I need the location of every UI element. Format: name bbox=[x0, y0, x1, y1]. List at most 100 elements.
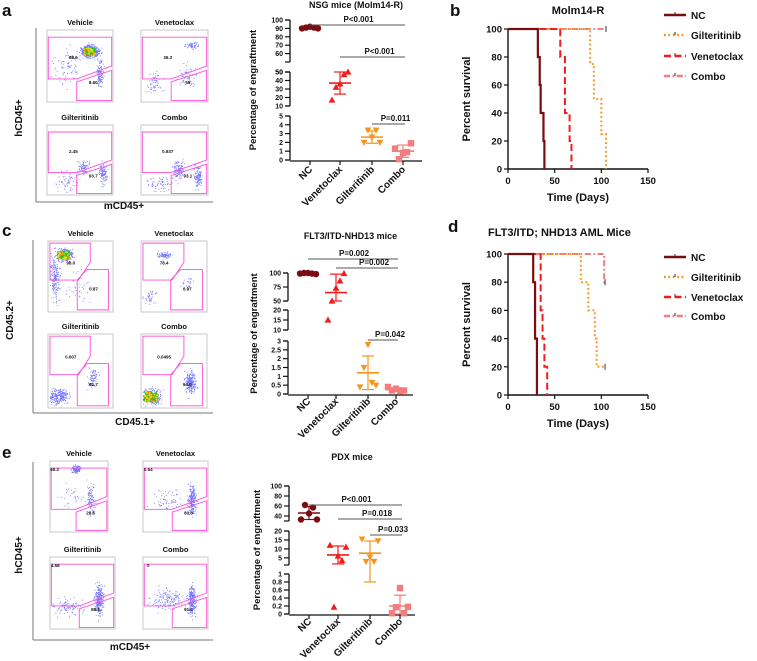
flow-plot-title: Venetoclax bbox=[155, 18, 195, 27]
flow-density-dot bbox=[153, 400, 156, 402]
flow-density-dot bbox=[88, 52, 90, 55]
data-point-square bbox=[392, 604, 400, 611]
series-nc bbox=[298, 23, 322, 32]
flow-y-label: hCD45+ bbox=[14, 99, 25, 137]
flow-gate-percent: 28.6 bbox=[86, 510, 95, 515]
flow-density-dot bbox=[64, 256, 67, 259]
series-gilteritinib bbox=[360, 127, 384, 146]
y-axis-label: Percentage of engraftment bbox=[249, 272, 260, 393]
survival-curve-venetoclax bbox=[508, 28, 573, 169]
x-tick-label: 0 bbox=[505, 402, 510, 413]
flow-gate bbox=[143, 467, 208, 510]
y-tick-label: 50 bbox=[275, 70, 283, 77]
data-point-triangle bbox=[362, 558, 370, 566]
data-point-triangle bbox=[340, 70, 348, 78]
flow-plot-venetoclax: Venetoclax 0.54 80.8 bbox=[142, 449, 209, 533]
y-tick-label: 60 bbox=[491, 81, 502, 92]
flow-density-dot bbox=[65, 254, 68, 256]
data-point-triangle bbox=[340, 269, 348, 277]
flow-density-dot bbox=[93, 47, 96, 49]
data-point-triangle bbox=[360, 364, 368, 372]
flow-gate bbox=[76, 363, 109, 407]
y-axis-label: Percent survival bbox=[461, 282, 473, 367]
flow-density-dot bbox=[62, 250, 65, 253]
flow-gate-percent: 98.0 bbox=[66, 260, 75, 265]
flow-events bbox=[147, 582, 199, 621]
y-tick-label: 0 bbox=[497, 391, 502, 402]
data-point-triangle bbox=[342, 543, 350, 550]
survival-curve-nc bbox=[508, 27, 546, 169]
data-point-square bbox=[391, 145, 399, 152]
chart-title: NSG mice (Molm14-R) bbox=[309, 0, 403, 10]
legend-label-nc: NC bbox=[691, 253, 705, 264]
data-point-triangle bbox=[376, 139, 384, 146]
y-tick-label: 1 bbox=[277, 374, 281, 381]
series-combo bbox=[391, 140, 415, 163]
flow-density-dot bbox=[146, 392, 148, 394]
survival-curve-gilteritinib bbox=[508, 253, 606, 368]
y-tick-label: 100 bbox=[271, 18, 283, 25]
y-tick-label: 1.5 bbox=[271, 365, 281, 372]
flow-density-dot bbox=[91, 50, 93, 53]
flow-plot-title: Combo bbox=[161, 322, 187, 331]
flow-density-dot bbox=[90, 48, 92, 50]
flow-events bbox=[55, 160, 109, 193]
x-category-label: Combo bbox=[369, 396, 401, 428]
flow-plot-frame bbox=[140, 29, 209, 103]
flow-gate-percent: 93.7 bbox=[89, 174, 98, 179]
flow-panel-e: hCD45+ mCD45+ Vehicle 60.2 28.6 Venetoclax 0.5… bbox=[14, 449, 213, 653]
flow-density-dot bbox=[66, 252, 68, 255]
legend-label-gilteritinib: Gilteritinib bbox=[691, 31, 741, 42]
flow-gate-percent: 0.54 bbox=[144, 467, 153, 472]
data-point-triangle bbox=[364, 341, 372, 349]
flow-plot-title: Combo bbox=[162, 113, 188, 122]
p-value-label: P=0.011 bbox=[381, 114, 411, 123]
legend-label-combo: Combo bbox=[691, 72, 725, 83]
flow-density-dot bbox=[61, 255, 63, 258]
chart-title: PDX mice bbox=[331, 452, 373, 462]
flow-density-dot bbox=[57, 255, 60, 257]
flow-density-dot bbox=[94, 53, 96, 55]
flow-density-dot bbox=[84, 52, 87, 55]
flow-gate-percent: 2.45 bbox=[69, 149, 78, 154]
y-tick-label: 3 bbox=[279, 131, 283, 138]
flow-gate-percent: 0.937 bbox=[162, 149, 174, 154]
flow-events bbox=[146, 481, 198, 518]
flow-y-label: CD45.2+ bbox=[5, 300, 16, 340]
flow-y-label: hCD45+ bbox=[14, 536, 25, 574]
y-axis-label: Percent survival bbox=[461, 57, 473, 142]
data-point-square bbox=[395, 155, 403, 163]
data-point-square bbox=[388, 610, 396, 617]
series-gilteritinib bbox=[356, 341, 380, 391]
y-tick-label: 5 bbox=[279, 114, 283, 121]
flow-gate bbox=[75, 500, 108, 532]
flow-plot-frame bbox=[142, 460, 209, 533]
flow-plot-frame bbox=[49, 556, 116, 630]
chart-title: Molm14-R bbox=[552, 5, 605, 17]
data-point-square bbox=[407, 140, 415, 147]
flow-gate bbox=[76, 163, 113, 195]
flow-gate-percent: 91.7 bbox=[89, 382, 98, 387]
flow-gate-percent: 0.97 bbox=[183, 287, 192, 292]
x-category-label: Combo bbox=[376, 164, 408, 196]
data-point-square bbox=[403, 148, 411, 156]
y-tick-label: 20 bbox=[491, 362, 502, 373]
y-tick-label: 0 bbox=[277, 392, 281, 399]
flow-gate bbox=[50, 467, 108, 510]
flow-events bbox=[49, 366, 100, 407]
data-point-triangle bbox=[358, 536, 366, 543]
flow-gate bbox=[49, 242, 91, 281]
x-category-label: NC bbox=[295, 396, 313, 414]
flow-density-dot bbox=[151, 399, 154, 402]
flow-gate-percent: 0.87 bbox=[89, 287, 98, 292]
chart-title: FLT3/ITD-NHD13 mice bbox=[304, 231, 397, 241]
p-value-label: P=0.042 bbox=[375, 330, 406, 339]
data-point-triangle bbox=[370, 558, 378, 566]
flow-gate-percent: 36.3 bbox=[163, 55, 172, 60]
y-tick-label: 0.2 bbox=[272, 604, 282, 611]
y-tick-label: 50 bbox=[273, 299, 281, 306]
data-point-triangle bbox=[368, 379, 376, 387]
y-axis-label: Percentage of engraftment bbox=[252, 489, 263, 610]
y-tick-label: 80 bbox=[275, 34, 283, 41]
y-tick-label: 0.4 bbox=[272, 596, 282, 603]
